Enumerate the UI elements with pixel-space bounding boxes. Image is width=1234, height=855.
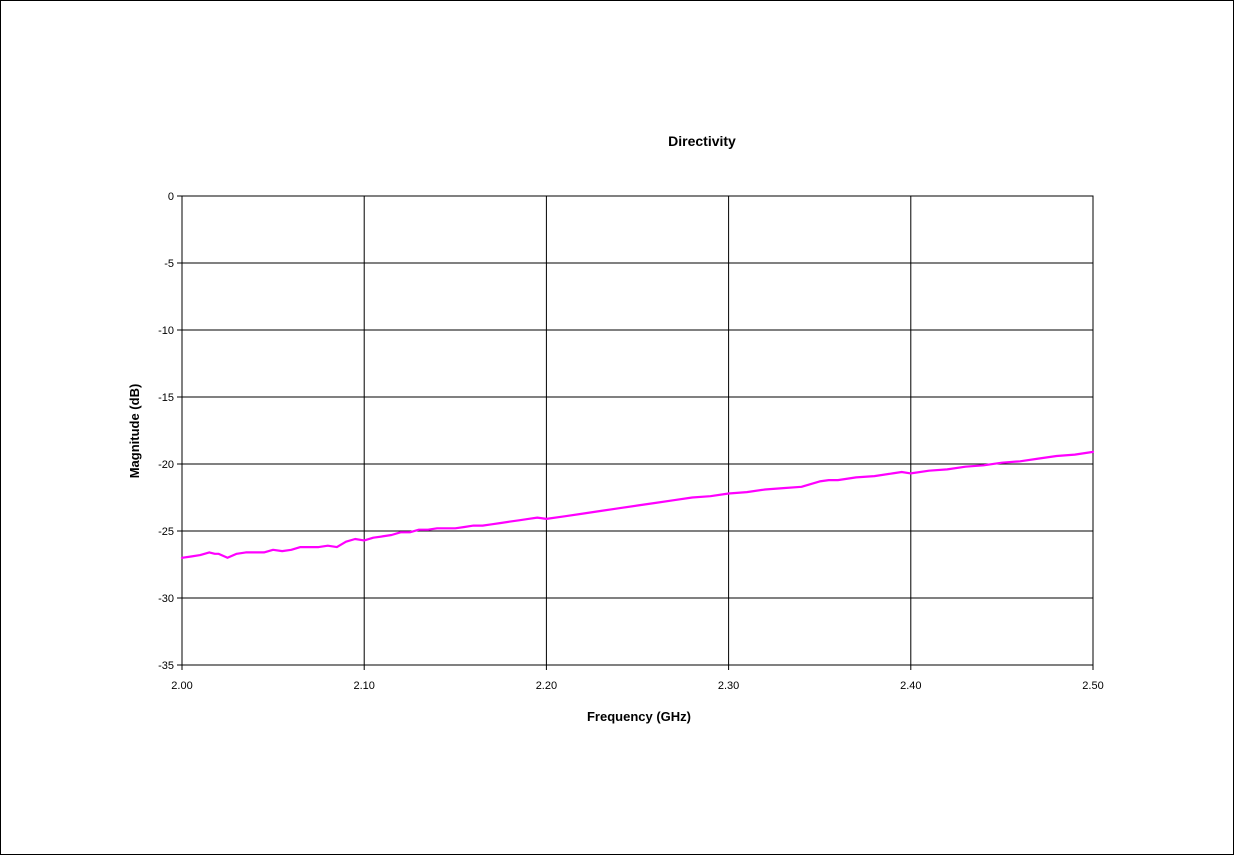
x-tick-label: 2.50 bbox=[1082, 680, 1103, 692]
y-tick-label: 0 bbox=[168, 191, 174, 203]
y-tick-label: -35 bbox=[158, 660, 174, 672]
grid bbox=[181, 195, 1094, 666]
y-tick-label: -25 bbox=[158, 526, 174, 538]
x-tick-label: 2.10 bbox=[353, 680, 374, 692]
y-tick-label: -30 bbox=[158, 593, 174, 605]
x-tick-label: 2.40 bbox=[900, 680, 921, 692]
chart-title: Directivity bbox=[668, 133, 736, 149]
x-tick-label: 2.20 bbox=[536, 680, 557, 692]
series-line-0 bbox=[180, 450, 1095, 559]
y-tick-label: -20 bbox=[158, 459, 174, 471]
series-layer bbox=[180, 450, 1095, 559]
x-tick-label: 2.00 bbox=[171, 680, 192, 692]
y-axis-label: Magnitude (dB) bbox=[127, 384, 142, 479]
y-tick-label: -10 bbox=[158, 325, 174, 337]
x-axis-label: Frequency (GHz) bbox=[587, 709, 691, 724]
y-tick-label: -5 bbox=[164, 258, 174, 270]
y-tick-label: -15 bbox=[158, 392, 174, 404]
plot-area-border bbox=[181, 195, 1094, 666]
axes bbox=[177, 195, 1094, 670]
tick-labels: 0 -5 -10 -15 -20 -25 -30 -35 2.00 2.10 2.20 2.30 2.4… bbox=[158, 191, 1104, 692]
x-tick-label: 2.30 bbox=[718, 680, 739, 692]
